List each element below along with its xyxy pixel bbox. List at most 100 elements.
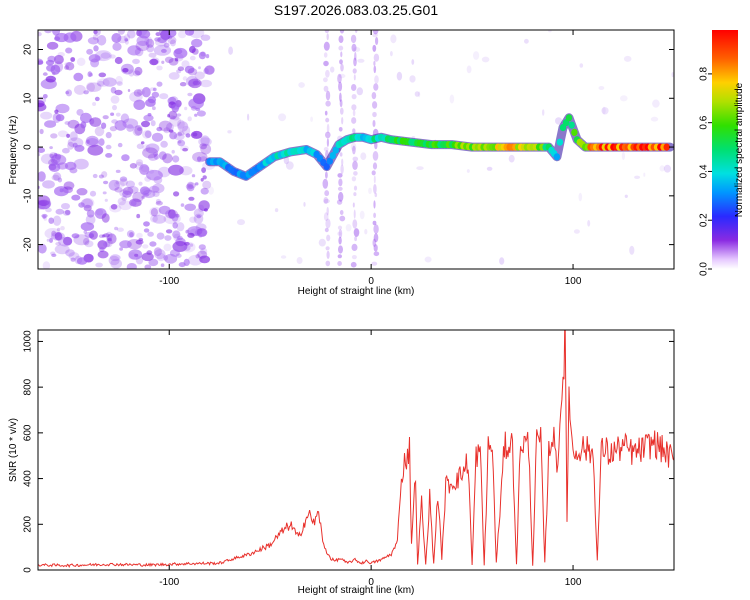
noise-blob bbox=[142, 130, 152, 139]
noise-blob bbox=[542, 109, 545, 116]
noise-blob bbox=[188, 196, 195, 201]
noise-blob bbox=[84, 240, 94, 248]
noise-blob bbox=[102, 77, 117, 87]
noise-blob bbox=[118, 200, 132, 211]
noise-blob bbox=[157, 36, 168, 44]
noise-blob bbox=[74, 84, 86, 95]
noise-blob bbox=[197, 250, 208, 259]
noise-blob bbox=[184, 106, 188, 111]
noise-blob bbox=[177, 131, 185, 136]
noise-blob bbox=[280, 255, 287, 259]
noise-blob bbox=[153, 247, 162, 257]
noise-blob bbox=[114, 56, 123, 65]
noise-blob bbox=[169, 249, 180, 257]
noise-blob bbox=[184, 30, 195, 36]
noise-blob bbox=[200, 143, 212, 155]
noise-blob bbox=[126, 263, 137, 269]
noise-blob bbox=[89, 117, 102, 127]
noise-blob bbox=[92, 173, 98, 179]
noise-blob bbox=[126, 230, 135, 238]
noise-blob bbox=[105, 144, 112, 150]
noise-blob bbox=[171, 103, 179, 113]
noise-blob bbox=[129, 163, 137, 169]
noise-blob bbox=[115, 75, 123, 85]
noise-blob bbox=[150, 208, 158, 217]
noise-blob bbox=[125, 180, 135, 189]
streak-blob bbox=[373, 184, 377, 194]
streak-blob bbox=[325, 90, 331, 101]
noise-blob bbox=[169, 115, 176, 120]
noise-blob bbox=[116, 227, 124, 232]
streak-blob bbox=[353, 185, 358, 191]
noise-blob bbox=[196, 110, 206, 117]
track-point bbox=[323, 163, 330, 171]
noise-blob bbox=[137, 30, 148, 36]
y-tick-label: -10 bbox=[23, 188, 34, 203]
noise-blob bbox=[38, 152, 41, 157]
streak-blob bbox=[351, 117, 357, 124]
noise-blob bbox=[76, 57, 86, 66]
noise-blob bbox=[54, 153, 62, 160]
noise-blob bbox=[145, 38, 155, 48]
noise-blob bbox=[51, 154, 61, 164]
noise-blob bbox=[73, 158, 89, 170]
noise-blob bbox=[177, 119, 185, 129]
noise-blob bbox=[278, 113, 287, 122]
noise-blob bbox=[124, 38, 129, 42]
noise-blob bbox=[227, 130, 232, 134]
noise-blob bbox=[117, 142, 123, 148]
noise-blob bbox=[199, 143, 207, 150]
noise-blob bbox=[60, 226, 65, 231]
streak-blob bbox=[338, 245, 343, 254]
noise-blob bbox=[70, 257, 76, 262]
spectrogram-x-ticks: -100 0 100 bbox=[159, 30, 582, 287]
streak-blob bbox=[325, 131, 331, 139]
noise-blob bbox=[40, 111, 53, 120]
streak-blob bbox=[372, 44, 377, 52]
noise-blob bbox=[76, 109, 84, 116]
noise-blob bbox=[62, 210, 71, 216]
noise-blob bbox=[97, 250, 109, 259]
noise-blob bbox=[179, 82, 187, 87]
noise-blob bbox=[579, 63, 584, 68]
noise-blob bbox=[47, 55, 56, 63]
noise-blob bbox=[172, 116, 180, 121]
signal-track bbox=[205, 113, 674, 181]
streak-blob bbox=[340, 107, 344, 115]
noise-blob bbox=[144, 36, 153, 46]
noise-blob bbox=[160, 140, 168, 148]
noise-blob bbox=[481, 56, 490, 63]
streak-blob bbox=[325, 218, 331, 229]
noise-blob bbox=[71, 194, 81, 201]
y-tick-label: 800 bbox=[23, 378, 34, 395]
noise-blob bbox=[53, 172, 62, 181]
streak-blob bbox=[325, 171, 328, 179]
noise-blob bbox=[131, 199, 137, 206]
noise-blob bbox=[98, 174, 104, 179]
chart-title: S197.2026.083.03.25.G01 bbox=[274, 2, 438, 18]
noise-blob bbox=[190, 105, 197, 111]
noise-blob bbox=[136, 213, 141, 219]
noise-blob bbox=[368, 187, 372, 194]
noise-blob bbox=[169, 115, 182, 127]
noise-blob bbox=[122, 190, 132, 198]
streak-blob bbox=[338, 127, 343, 132]
noise-blob bbox=[390, 34, 397, 44]
noise-blob bbox=[202, 175, 207, 180]
noise-blob bbox=[147, 231, 154, 237]
noise-blob bbox=[73, 72, 84, 82]
noise-blob bbox=[110, 258, 122, 269]
streak-blob bbox=[339, 152, 343, 157]
noise-blob bbox=[182, 76, 188, 81]
streak-blob bbox=[352, 109, 356, 117]
noise-blob bbox=[174, 48, 183, 55]
noise-blob bbox=[132, 58, 140, 65]
noise-blob bbox=[303, 202, 306, 207]
noise-blob bbox=[119, 178, 128, 186]
noise-blob bbox=[146, 44, 155, 53]
streak-blob bbox=[325, 246, 330, 251]
noise-blob bbox=[418, 91, 421, 98]
noise-blob bbox=[177, 121, 189, 132]
noise-blob bbox=[166, 122, 174, 132]
noise-blob bbox=[57, 52, 65, 57]
